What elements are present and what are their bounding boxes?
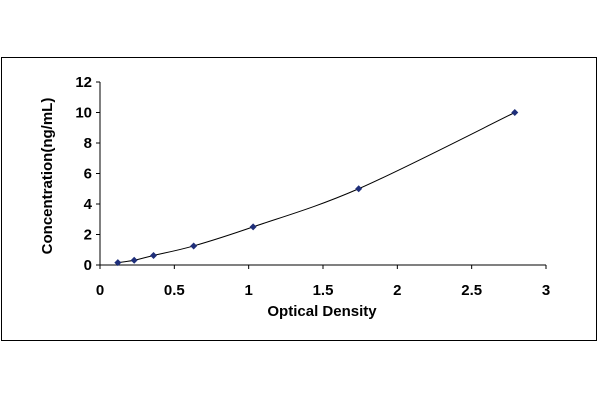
x-axis-title: Optical Density [267, 303, 377, 320]
y-ticks: 0 2 4 6 8 10 12 [75, 74, 100, 274]
y-tick-label: 12 [75, 74, 92, 91]
y-tick-label: 2 [84, 227, 92, 244]
x-tick-label: 2.5 [461, 282, 482, 299]
plot-area: 0 2 4 6 8 10 12 0 0.5 1 1.5 2 2.5 3 [75, 74, 550, 299]
x-tick-label: 1 [244, 282, 252, 299]
data-point [190, 242, 198, 250]
data-points [114, 109, 519, 267]
data-point [511, 109, 519, 116]
y-tick-label: 10 [75, 105, 92, 122]
data-point [355, 185, 363, 193]
data-point [114, 259, 122, 267]
data-point [249, 223, 257, 231]
data-point [130, 256, 138, 264]
y-axis-title: Concentration(ng/mL) [39, 98, 56, 255]
y-tick-label: 8 [84, 135, 92, 152]
x-tick-label: 0.5 [164, 282, 185, 299]
x-tick-label: 0 [96, 282, 104, 299]
x-ticks: 0 0.5 1 1.5 2 2.5 3 [96, 265, 550, 299]
y-tick-label: 4 [84, 196, 93, 213]
data-point [150, 251, 158, 259]
y-tick-label: 0 [84, 257, 92, 274]
x-tick-label: 1.5 [313, 282, 334, 299]
x-tick-label: 3 [542, 282, 550, 299]
y-tick-label: 6 [84, 166, 92, 183]
x-tick-label: 2 [393, 282, 401, 299]
fit-curve [117, 112, 515, 264]
